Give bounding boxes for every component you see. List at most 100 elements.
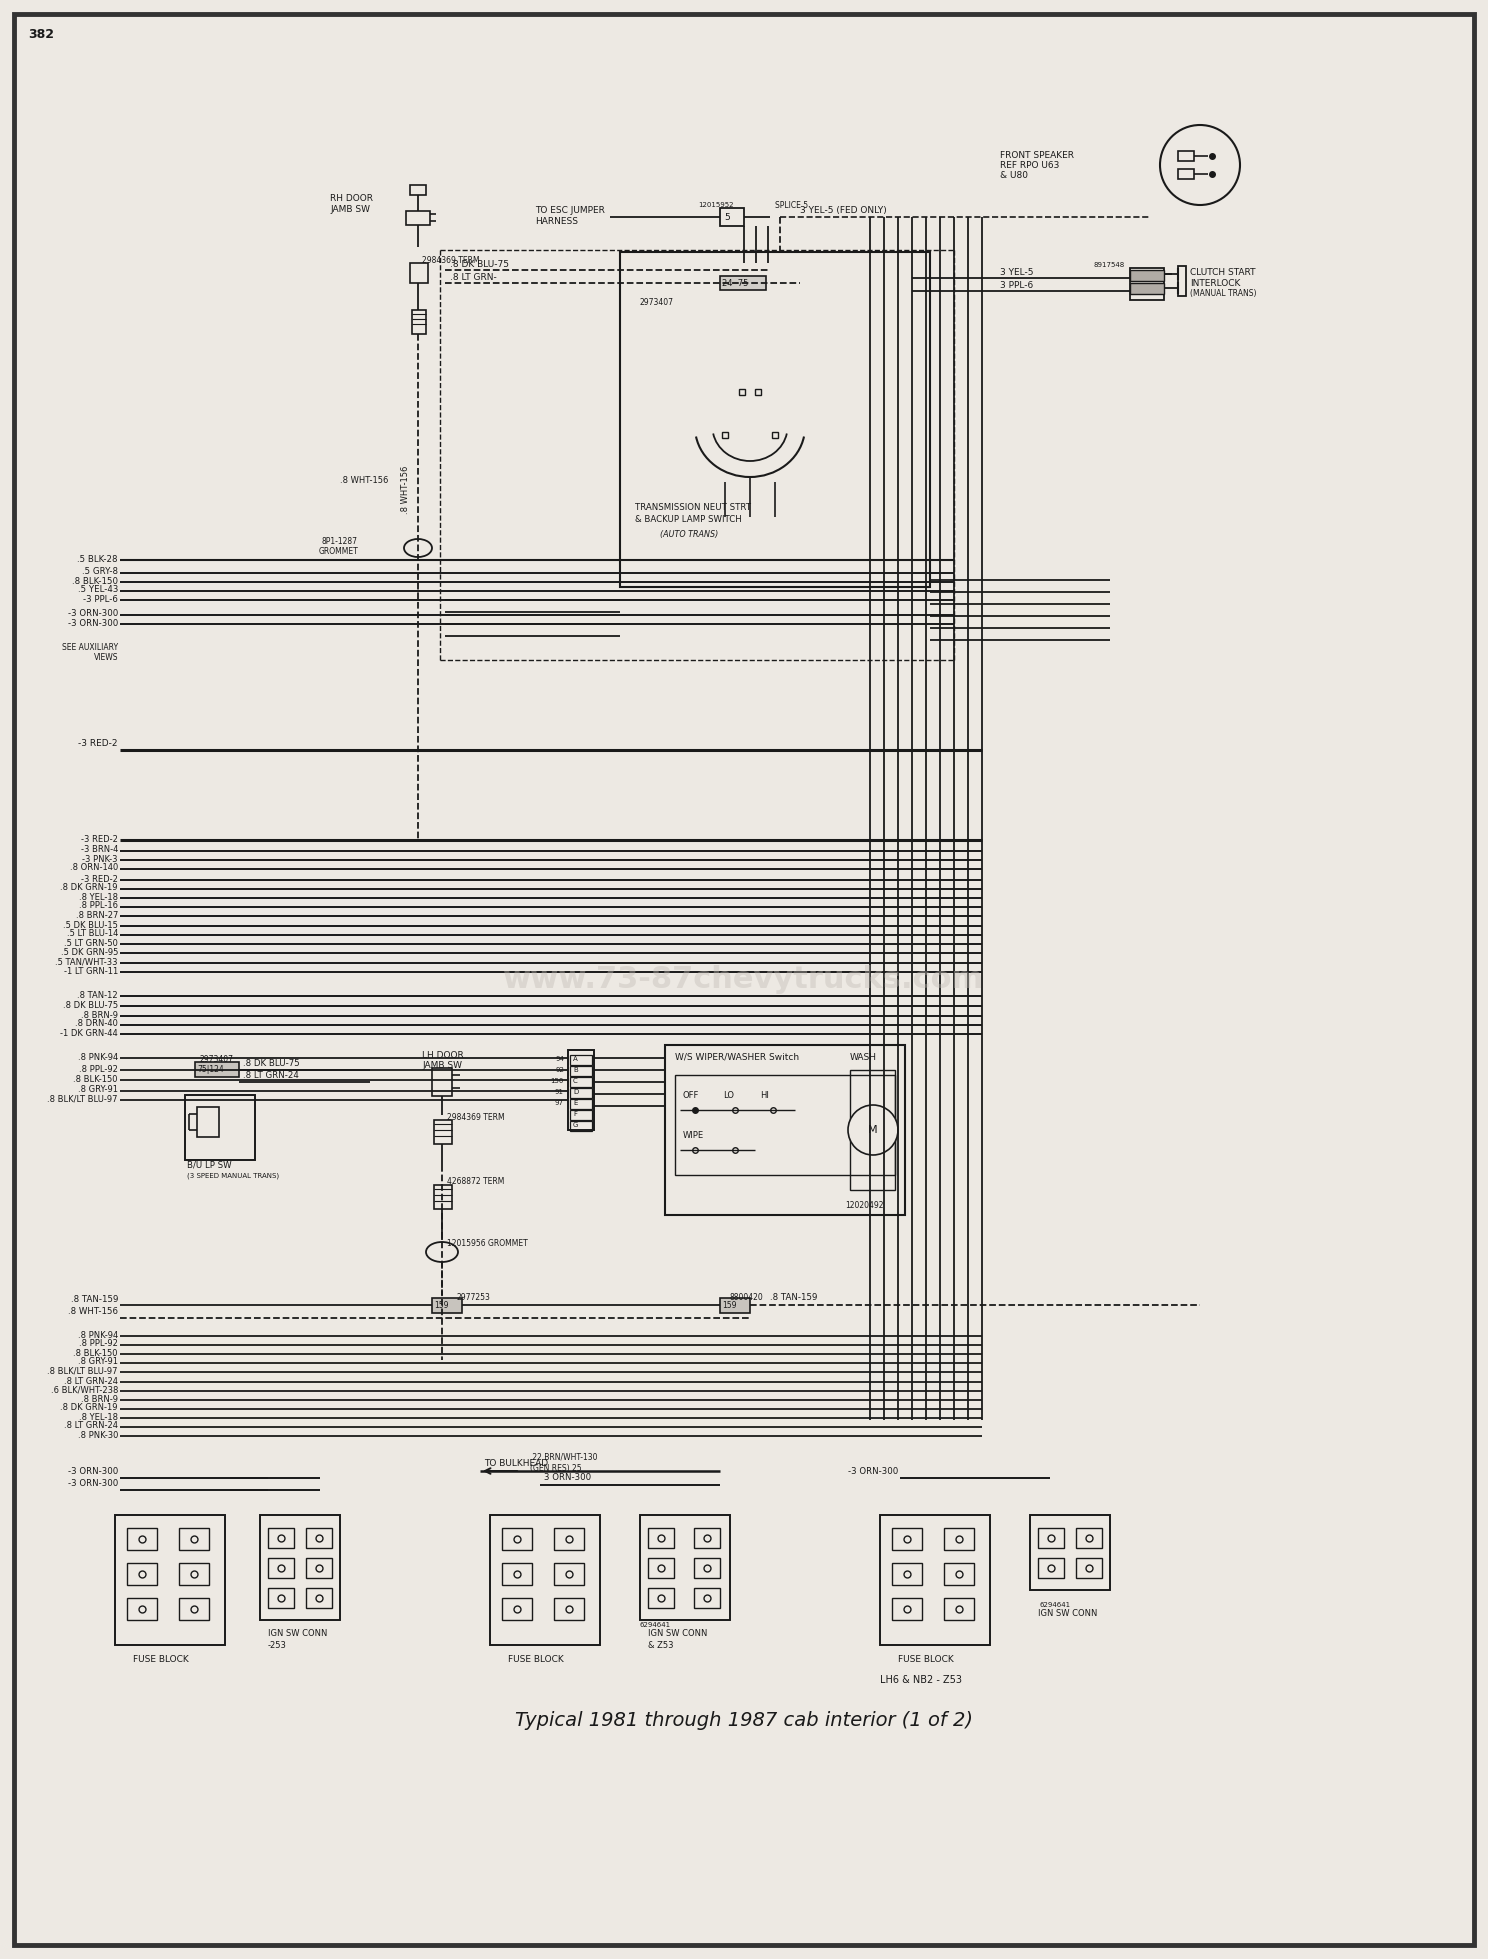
Text: (AUTO TRANS): (AUTO TRANS)	[661, 529, 719, 539]
Bar	[943, 1563, 975, 1585]
Bar	[720, 276, 766, 290]
Bar	[943, 1599, 975, 1620]
Bar	[891, 1528, 923, 1550]
Bar	[434, 1121, 452, 1144]
Bar	[676, 1075, 894, 1175]
Text: FRONT SPEAKER: FRONT SPEAKER	[1000, 151, 1074, 159]
Text: .8 BLK/LT BLU-97: .8 BLK/LT BLU-97	[48, 1095, 118, 1103]
Text: E: E	[573, 1101, 577, 1107]
Text: TO BULKHEAD: TO BULKHEAD	[484, 1459, 548, 1469]
Bar	[268, 1528, 295, 1548]
Text: (GEN RES) 25: (GEN RES) 25	[530, 1463, 582, 1473]
Bar	[570, 1087, 592, 1097]
Text: (MANUAL TRANS): (MANUAL TRANS)	[1190, 288, 1256, 298]
Text: 3 YEL-5: 3 YEL-5	[1000, 268, 1034, 276]
Text: VIEWS: VIEWS	[94, 654, 118, 662]
Text: 6294641: 6294641	[640, 1622, 671, 1628]
Text: .8 BRN-9: .8 BRN-9	[80, 1011, 118, 1019]
Text: .8 PNK-94: .8 PNK-94	[77, 1052, 118, 1062]
Text: .8 BRN-27: .8 BRN-27	[76, 911, 118, 919]
Text: -1 LT GRN-11: -1 LT GRN-11	[64, 966, 118, 976]
Text: 2973407: 2973407	[640, 298, 674, 306]
Text: .5 LT BLU-14: .5 LT BLU-14	[67, 929, 118, 938]
Bar	[693, 1557, 720, 1579]
Text: RH DOOR: RH DOOR	[330, 194, 373, 202]
Text: 6294641: 6294641	[1040, 1602, 1071, 1608]
Bar	[126, 1563, 158, 1585]
Text: -3 RED-2: -3 RED-2	[82, 835, 118, 844]
Text: 12020492: 12020492	[845, 1201, 884, 1209]
Bar	[570, 1111, 592, 1121]
Text: 8800420: 8800420	[731, 1293, 763, 1303]
Text: LO: LO	[723, 1091, 734, 1099]
Text: .5 BLK-28: .5 BLK-28	[77, 554, 118, 564]
Bar	[570, 1056, 592, 1066]
Text: WIPE: WIPE	[683, 1130, 704, 1140]
Bar	[126, 1528, 158, 1550]
Bar	[1039, 1528, 1064, 1548]
Text: 4268872 TERM: 4268872 TERM	[446, 1177, 504, 1187]
Text: .5 YEL-43: .5 YEL-43	[77, 586, 118, 594]
Bar	[411, 184, 426, 196]
Bar	[1076, 1528, 1103, 1548]
Text: 3 YEL-5 (FED ONLY): 3 YEL-5 (FED ONLY)	[801, 206, 887, 214]
Text: .8 PPL-92: .8 PPL-92	[79, 1340, 118, 1348]
Text: .8 BLK-150: .8 BLK-150	[73, 1074, 118, 1083]
Bar	[196, 1107, 219, 1136]
Bar	[850, 1070, 894, 1189]
Bar	[554, 1528, 583, 1550]
Text: -3 ORN-300: -3 ORN-300	[68, 619, 118, 627]
Text: LH DOOR: LH DOOR	[423, 1050, 464, 1060]
Bar	[307, 1557, 332, 1579]
Bar	[620, 253, 930, 588]
Text: F: F	[573, 1111, 577, 1117]
Bar	[665, 1044, 905, 1215]
Text: & U80: & U80	[1000, 170, 1028, 180]
Text: 2973407: 2973407	[199, 1056, 234, 1064]
Text: .8 BRN-9: .8 BRN-9	[80, 1395, 118, 1403]
Text: TRANSMISSION NEUT STRT: TRANSMISSION NEUT STRT	[635, 503, 751, 511]
Text: .8 DK GRN-19: .8 DK GRN-19	[61, 1403, 118, 1412]
Text: .8 LT GRN-: .8 LT GRN-	[449, 272, 497, 282]
Text: CLUTCH START: CLUTCH START	[1190, 268, 1256, 276]
Text: 2984369 TERM: 2984369 TERM	[446, 1113, 504, 1123]
Text: LH6 & NB2 - Z53: LH6 & NB2 - Z53	[879, 1675, 963, 1685]
Text: .5 TAN/WHT-33: .5 TAN/WHT-33	[55, 958, 118, 966]
Bar	[568, 1050, 594, 1130]
Bar	[268, 1557, 295, 1579]
Text: JAMB SW: JAMB SW	[330, 204, 371, 214]
Text: WASH: WASH	[850, 1052, 876, 1062]
Text: 94: 94	[555, 1056, 564, 1062]
Text: .8 BLK-150: .8 BLK-150	[73, 1348, 118, 1358]
Ellipse shape	[405, 539, 432, 556]
Bar	[570, 1066, 592, 1075]
Text: B/U LP SW: B/U LP SW	[187, 1160, 232, 1170]
Bar	[1076, 1557, 1103, 1579]
Bar	[554, 1599, 583, 1620]
Text: .8 BLK-150: .8 BLK-150	[71, 576, 118, 586]
Text: 97: 97	[555, 1101, 564, 1107]
Bar	[179, 1563, 208, 1585]
Bar	[115, 1514, 225, 1646]
Bar	[268, 1589, 295, 1608]
Text: D: D	[573, 1089, 579, 1095]
Text: -3 RED-2: -3 RED-2	[79, 739, 118, 748]
Text: .8 PPL-92: .8 PPL-92	[79, 1064, 118, 1074]
Text: .5 DK BLU-15: .5 DK BLU-15	[62, 921, 118, 929]
Bar	[411, 263, 429, 282]
Bar	[570, 1099, 592, 1109]
Bar	[501, 1528, 533, 1550]
Bar	[195, 1062, 240, 1077]
Text: 92: 92	[555, 1068, 564, 1074]
Text: -3 ORN-300: -3 ORN-300	[68, 1467, 118, 1477]
Circle shape	[1161, 125, 1240, 206]
Text: .8 GRY-91: .8 GRY-91	[77, 1358, 118, 1367]
Text: .8 GRY-91: .8 GRY-91	[77, 1085, 118, 1095]
Text: M: M	[868, 1124, 878, 1134]
Text: OFF: OFF	[683, 1091, 699, 1099]
Text: .8 YEL-18: .8 YEL-18	[79, 1412, 118, 1422]
Bar	[647, 1528, 674, 1548]
Text: 150: 150	[551, 1077, 564, 1083]
Text: .6 BLK/WHT-238: .6 BLK/WHT-238	[51, 1385, 118, 1395]
Text: 12015952: 12015952	[698, 202, 734, 208]
